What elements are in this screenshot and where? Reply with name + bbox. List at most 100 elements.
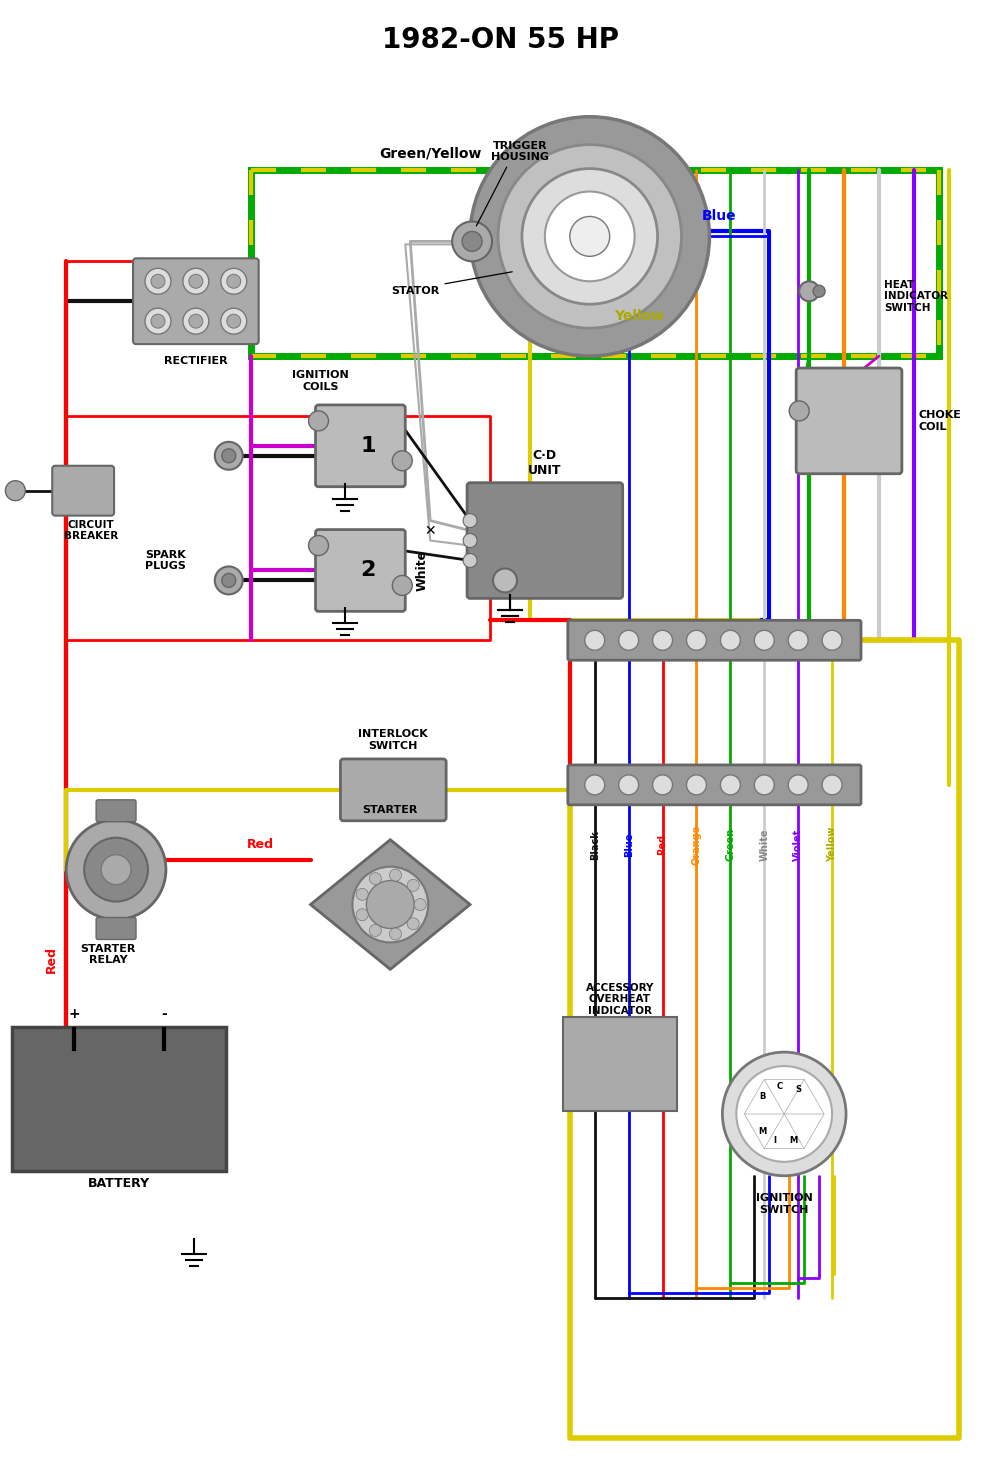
Circle shape	[653, 775, 673, 796]
Circle shape	[227, 314, 241, 328]
FancyBboxPatch shape	[133, 258, 259, 344]
Circle shape	[356, 889, 368, 900]
Circle shape	[799, 282, 819, 301]
FancyBboxPatch shape	[568, 765, 861, 804]
Circle shape	[619, 630, 639, 651]
Text: Red: Red	[45, 946, 58, 973]
Circle shape	[407, 918, 419, 930]
Text: Blue: Blue	[624, 832, 634, 858]
Text: 1: 1	[361, 435, 376, 456]
Circle shape	[813, 285, 825, 297]
Text: Green: Green	[725, 828, 735, 862]
Circle shape	[84, 838, 148, 902]
Circle shape	[189, 314, 203, 328]
Circle shape	[463, 554, 477, 567]
Circle shape	[366, 881, 414, 928]
Circle shape	[452, 221, 492, 261]
Text: White: White	[759, 828, 769, 861]
Circle shape	[183, 308, 209, 334]
FancyBboxPatch shape	[316, 404, 405, 487]
Circle shape	[462, 232, 482, 251]
Circle shape	[789, 401, 809, 421]
Circle shape	[407, 880, 419, 892]
Circle shape	[493, 568, 517, 592]
Circle shape	[686, 775, 706, 796]
Circle shape	[585, 630, 605, 651]
FancyBboxPatch shape	[563, 1017, 677, 1111]
Circle shape	[390, 928, 401, 940]
Circle shape	[145, 308, 171, 334]
Circle shape	[183, 269, 209, 294]
Circle shape	[822, 775, 842, 796]
Circle shape	[463, 533, 477, 548]
FancyBboxPatch shape	[568, 620, 861, 660]
Text: BATTERY: BATTERY	[88, 1178, 150, 1190]
FancyBboxPatch shape	[96, 800, 136, 822]
Circle shape	[151, 275, 165, 288]
Text: Red: Red	[658, 834, 668, 855]
Circle shape	[585, 775, 605, 796]
Circle shape	[736, 1066, 832, 1162]
Text: Orange: Orange	[691, 825, 701, 865]
Circle shape	[570, 217, 610, 257]
Circle shape	[145, 269, 171, 294]
Circle shape	[356, 909, 368, 921]
Circle shape	[470, 117, 709, 356]
Circle shape	[66, 819, 166, 920]
FancyBboxPatch shape	[340, 759, 446, 821]
Text: CHOKE
COIL: CHOKE COIL	[919, 410, 962, 431]
Circle shape	[369, 924, 381, 936]
Text: I: I	[773, 1135, 776, 1145]
Text: INTERLOCK
SWITCH: INTERLOCK SWITCH	[358, 729, 428, 751]
Circle shape	[722, 1052, 846, 1176]
Circle shape	[309, 536, 328, 555]
Polygon shape	[311, 840, 470, 970]
Text: M: M	[759, 1128, 767, 1137]
Circle shape	[221, 308, 247, 334]
FancyBboxPatch shape	[52, 466, 114, 515]
Text: -: -	[161, 1007, 167, 1021]
Text: TRIGGER
HOUSING: TRIGGER HOUSING	[491, 140, 549, 162]
Text: Blue: Blue	[702, 210, 737, 223]
Circle shape	[392, 450, 412, 471]
FancyBboxPatch shape	[316, 530, 405, 611]
Text: C·D
UNIT: C·D UNIT	[528, 449, 562, 477]
Text: Red: Red	[247, 838, 274, 852]
Text: STARTER: STARTER	[363, 804, 418, 815]
Text: 2: 2	[361, 561, 376, 580]
Text: ✕: ✕	[424, 524, 436, 537]
Text: Yellow: Yellow	[615, 308, 665, 323]
Circle shape	[788, 630, 808, 651]
Text: IGNITION
SWITCH: IGNITION SWITCH	[756, 1193, 813, 1215]
Text: SPARK
PLUGS: SPARK PLUGS	[145, 549, 186, 571]
Circle shape	[222, 574, 236, 587]
Text: Yellow: Yellow	[827, 827, 837, 862]
Text: IGNITION
COILS: IGNITION COILS	[292, 370, 349, 391]
Circle shape	[522, 168, 658, 304]
Circle shape	[720, 630, 740, 651]
Circle shape	[463, 514, 477, 527]
Text: HEAT
INDICATOR
SWITCH: HEAT INDICATOR SWITCH	[884, 279, 948, 313]
Text: Green/Yellow: Green/Yellow	[379, 146, 481, 161]
Circle shape	[414, 899, 426, 911]
Circle shape	[215, 567, 243, 595]
Circle shape	[754, 630, 774, 651]
Text: RECTIFIER: RECTIFIER	[164, 356, 228, 366]
Text: S: S	[795, 1085, 801, 1094]
Circle shape	[309, 410, 328, 431]
Circle shape	[151, 314, 165, 328]
Circle shape	[215, 441, 243, 469]
Circle shape	[221, 269, 247, 294]
Circle shape	[498, 145, 681, 328]
Text: +: +	[68, 1007, 80, 1021]
Circle shape	[369, 872, 381, 884]
Circle shape	[227, 275, 241, 288]
Circle shape	[390, 869, 401, 881]
FancyBboxPatch shape	[12, 1027, 226, 1170]
Text: M: M	[790, 1135, 798, 1145]
Text: White: White	[416, 551, 429, 590]
Text: ACCESSORY
OVERHEAT
INDICATOR: ACCESSORY OVERHEAT INDICATOR	[585, 983, 654, 1015]
Circle shape	[189, 275, 203, 288]
Circle shape	[788, 775, 808, 796]
Text: STATOR: STATOR	[391, 286, 439, 297]
